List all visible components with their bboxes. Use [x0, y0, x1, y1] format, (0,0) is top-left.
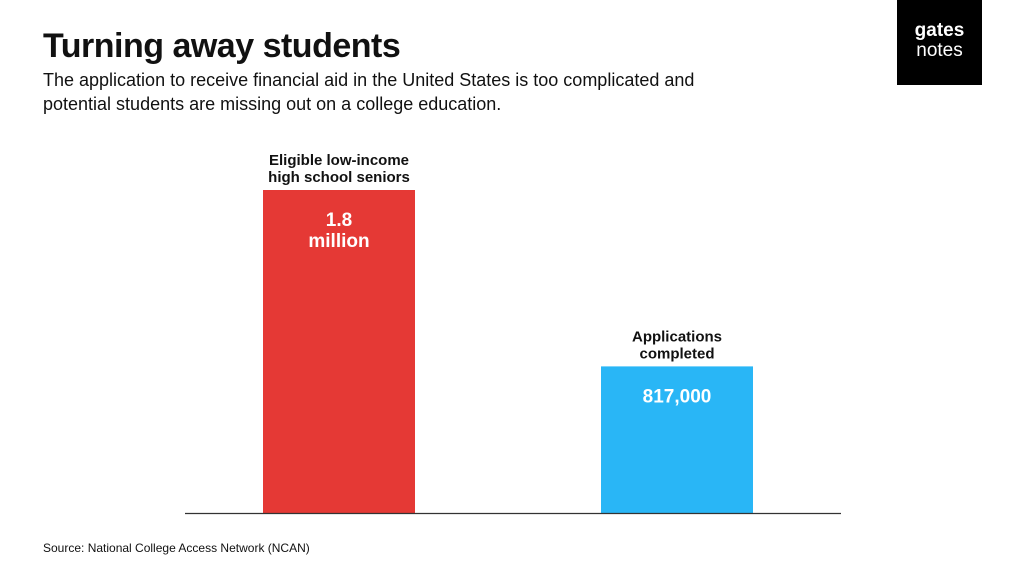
bar-2: [601, 366, 753, 513]
value-label-1-line-1: 1.8: [326, 210, 352, 231]
source-note: Source: National College Access Network …: [43, 541, 310, 555]
category-label-2-line-2: completed: [639, 345, 714, 362]
logo-line-2: notes: [916, 40, 963, 61]
category-label-1-line-2: high school seniors: [268, 169, 410, 186]
page-subtitle: The application to receive financial aid…: [43, 70, 695, 114]
category-label-1-line-1: Eligible low-income: [269, 152, 409, 169]
gates-notes-logo[interactable]: gates notes: [897, 0, 982, 85]
category-label-2-line-1: Applications: [632, 328, 722, 345]
page-title: Turning away students: [43, 27, 401, 65]
bar-1: [263, 190, 415, 513]
value-label-2-line-1: 817,000: [643, 386, 712, 407]
value-label-1-line-2: million: [308, 231, 369, 252]
logo-line-1: gates: [914, 20, 965, 41]
